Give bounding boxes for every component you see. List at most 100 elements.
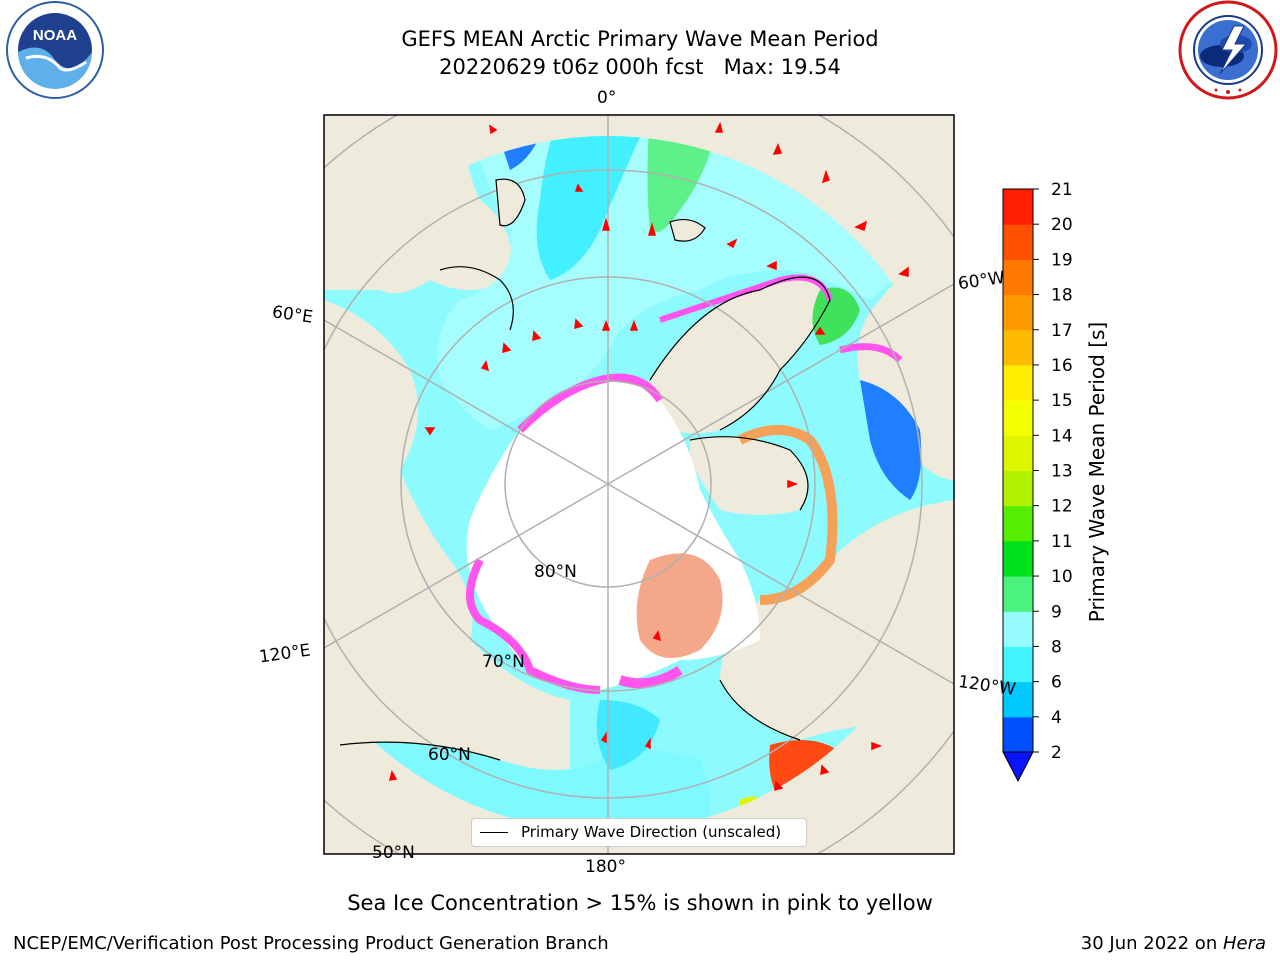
map-frame [323,114,955,855]
wave-arrow [424,427,436,436]
colorbar-extend-triangle [1002,751,1034,783]
colorbar-bin [1003,540,1033,577]
wave-arrow [601,217,611,231]
davis-strait-zone [812,287,860,345]
bering-strait-zone [596,700,660,770]
noaa-logo-text: NOAA [33,27,77,44]
colorbar-tick-label: 16 [1051,356,1073,376]
ice-edge-siberian [466,558,601,694]
colorbar-tick-label: 13 [1051,462,1073,482]
colorbar-bin [1003,400,1033,436]
ice-edge-greenland [659,274,833,323]
colorbar: 2 4 6 8 9 10 11 12 13 14 15 16 17 18 19 20 21 [1002,180,1073,783]
colorbar-bin [1003,329,1033,366]
wave-arrow [814,326,826,335]
colorbar-bin [1003,259,1033,296]
wave-arrow [787,479,799,489]
colorbar-bin [1003,435,1033,471]
footer-date-text: 30 Jun 2022 on [1080,933,1223,954]
lat-label-80n: 80°N [534,562,577,582]
alaska-canada-land [720,500,954,740]
colorbar-label: Primary Wave Mean Period [s] [1085,321,1109,623]
wave-arrow [647,222,657,236]
colorbar-tick-label: 17 [1051,321,1073,341]
lat-label-70n: 70°N [482,652,525,672]
colorbar-tick-label: 18 [1051,286,1073,306]
wave-arrow [532,330,542,342]
colorbar-bin [1003,294,1033,331]
ice-edge-atlantic [517,373,664,433]
chart-subtitle-run: 20220629 t06z 000h fcst Max: 19.54 [439,55,841,79]
colorbar-tick-label: 10 [1051,567,1073,587]
colorbar-tick-label: 21 [1051,180,1073,200]
colorbar-tick-label: 6 [1051,673,1062,693]
colorbar-tick-label: 12 [1051,497,1073,517]
wave-arrow [854,220,868,231]
wave-arrow [601,319,611,331]
lon-label-180: 180° [585,857,626,877]
map-panel [324,115,954,854]
wave-arrow [772,143,783,155]
colorbar-bin [1003,224,1033,260]
legend-arrow-line [480,832,508,833]
wave-arrow [574,183,584,192]
wave-arrow [644,737,651,750]
ice-edge-baffin [839,343,903,363]
colorbar-tick-label: 15 [1051,391,1073,411]
colorbar-ticks: 2 4 6 8 9 10 11 12 13 14 15 16 17 18 19 20 21 [1033,180,1073,763]
wave-arrow [502,342,512,354]
colorbar-tick-label: 14 [1051,426,1073,446]
canadian-archipelago [690,436,808,515]
lat-label-50n: 50°N [372,843,415,863]
colorbar-bin [1003,646,1033,683]
meridian-60e [324,319,609,485]
noaa-logo: NOAA [6,1,104,99]
colorbar-bin [1003,576,1033,612]
colorbar-bin [1003,189,1033,225]
colorbar-bin [1003,505,1033,542]
wave-arrow [871,741,883,751]
wave-arrow [600,731,607,744]
lon-label-0: 0° [597,88,617,108]
hudson-bay-zone [860,380,922,500]
greenland-land [650,277,830,434]
wave-arrow [898,266,909,277]
legend-label: Primary Wave Direction (unscaled) [521,823,782,841]
coastlines [339,178,831,761]
wave-arrow [388,770,398,781]
map-legend: Primary Wave Direction (unscaled) [471,818,807,847]
wave-arrow [766,260,777,271]
wave-arrow [489,124,498,135]
meridian-120w [607,483,954,685]
colorbar-bin [1003,611,1033,647]
colorbar-tick-label: 11 [1051,532,1073,552]
wave-arrow [820,764,830,776]
wave-arrow [774,780,784,792]
wave-arrow [714,121,723,133]
colorbar-tick-label: 8 [1051,637,1062,657]
colorbar-tick-label: 9 [1051,602,1062,622]
ice-edge-canadian [737,425,838,605]
nws-logo [1178,0,1278,100]
wave-arrow [574,318,584,330]
meridian-60w [607,283,954,485]
wave-arrow [652,630,662,642]
wave-arrow [821,169,830,184]
colorbar-bin [1003,470,1033,507]
colorbar-bin [1003,716,1033,753]
footer-credit: NCEP/EMC/Verification Post Processing Pr… [13,933,609,954]
meridian-120e [324,483,609,649]
footer-host: Hera [1222,933,1266,954]
colorbar-bins [1003,189,1033,753]
colorbar-tick-label: 2 [1051,743,1062,763]
sea-ice-note: Sea Ice Concentration > 15% is shown in … [347,891,933,915]
colorbar-bin [1003,364,1033,401]
colorbar-tick-label: 20 [1051,215,1073,235]
chart-title: GEFS MEAN Arctic Primary Wave Mean Perio… [401,27,879,51]
wave-direction-arrows [388,121,909,792]
colorbar-bin [1003,681,1033,718]
footer-date: 30 Jun 2022 on Hera [1081,933,1266,954]
colorbar-tick-label: 4 [1051,708,1062,728]
norwegian-sea-zone [536,136,650,280]
